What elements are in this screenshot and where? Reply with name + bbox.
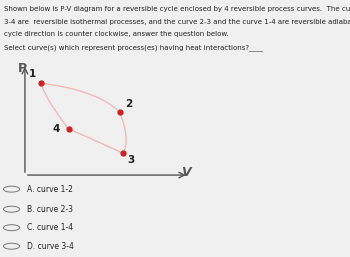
Text: Select curve(s) which represent process(es) having heat interactions?____: Select curve(s) which represent process(… bbox=[4, 45, 262, 51]
Text: D. curve 3-4: D. curve 3-4 bbox=[27, 242, 74, 251]
Text: P: P bbox=[18, 61, 27, 75]
Text: B. curve 2-3: B. curve 2-3 bbox=[27, 205, 73, 214]
Text: 3: 3 bbox=[127, 155, 134, 165]
Text: cycle direction is counter clockwise, answer the question below.: cycle direction is counter clockwise, an… bbox=[4, 31, 228, 37]
Text: V: V bbox=[181, 166, 190, 179]
Text: 3-4 are  reversible isothermal processes, and the curve 2-3 and the curve 1-4 ar: 3-4 are reversible isothermal processes,… bbox=[4, 19, 350, 25]
Text: C. curve 1-4: C. curve 1-4 bbox=[27, 223, 74, 232]
Text: A. curve 1-2: A. curve 1-2 bbox=[27, 185, 73, 194]
Text: 1: 1 bbox=[29, 69, 36, 79]
Text: 2: 2 bbox=[125, 99, 132, 109]
Text: 4: 4 bbox=[52, 124, 60, 134]
Text: Shown below is P-V diagram for a reversible cycle enclosed by 4 reversible proce: Shown below is P-V diagram for a reversi… bbox=[4, 6, 350, 12]
